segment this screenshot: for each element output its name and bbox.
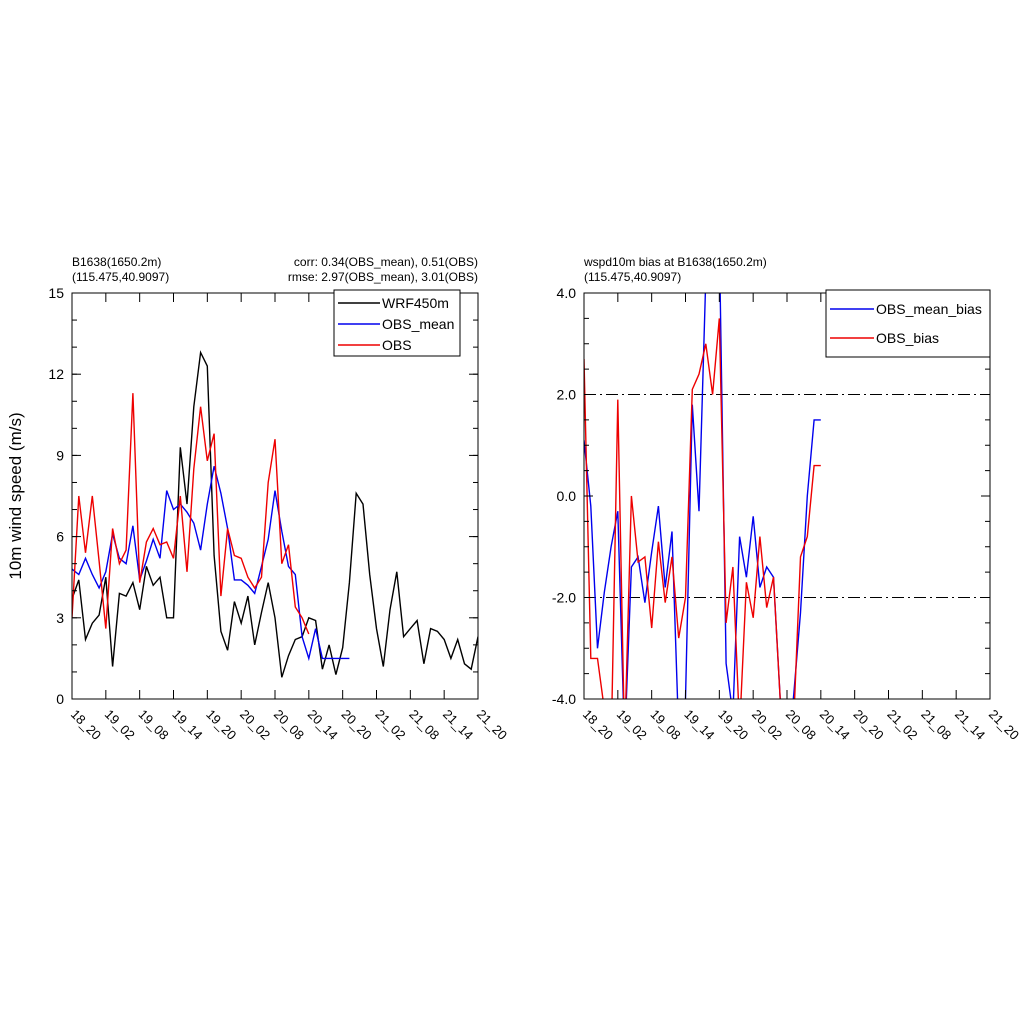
series-line-obs xyxy=(72,393,310,635)
legend-label-wrf450m: WRF450m xyxy=(382,295,449,311)
right-title-line-2: (115.475,40.9097) xyxy=(584,270,681,284)
y-tick-label: 9 xyxy=(56,447,64,463)
right-title-line-1: wspd10m bias at B1638(1650.2m) xyxy=(583,255,767,269)
y-tick-label: 3 xyxy=(56,610,64,626)
left-title-line-2: (115.475,40.9097) xyxy=(72,270,169,284)
legend: WRF450m OBS_mean OBS xyxy=(333,289,461,357)
y-tick-label: -2.0 xyxy=(552,590,576,606)
series-line-obs-bias xyxy=(584,318,821,699)
legend-label-obs-mean: OBS_mean xyxy=(382,316,454,332)
legend-box xyxy=(825,289,991,358)
series-line-obs-mean-bias xyxy=(584,293,821,699)
y-tick-label: 12 xyxy=(48,366,64,382)
left-stats-line-1: corr: 0.34(OBS_mean), 0.51(OBS) xyxy=(294,255,478,269)
left-title-line-1: B1638(1650.2m) xyxy=(72,255,161,269)
y-tick-label: 0.0 xyxy=(557,488,577,504)
series-line-wrf450m xyxy=(72,350,478,678)
left-stats-line-2: rmse: 2.97(OBS_mean), 3.01(OBS) xyxy=(288,270,478,284)
legend-label-obs: OBS xyxy=(382,337,412,353)
wind-speed-plot: 0369121518_2019_0219_0819_1419_2020_0220… xyxy=(48,285,510,743)
y-tick-label: 4.0 xyxy=(557,285,577,301)
y-axis-label: 10m wind speed (m/s) xyxy=(6,412,25,579)
legend-label-obs-bias: OBS_bias xyxy=(876,330,939,346)
y-tick-label: 15 xyxy=(48,285,64,301)
legend: OBS_mean_bias OBS_bias xyxy=(825,289,991,358)
y-tick-label: 2.0 xyxy=(557,387,577,403)
y-tick-label: -4.0 xyxy=(552,691,576,707)
y-tick-label: 6 xyxy=(56,529,64,545)
y-tick-label: 0 xyxy=(56,691,64,707)
legend-label-obs-mean-bias: OBS_mean_bias xyxy=(876,301,982,317)
